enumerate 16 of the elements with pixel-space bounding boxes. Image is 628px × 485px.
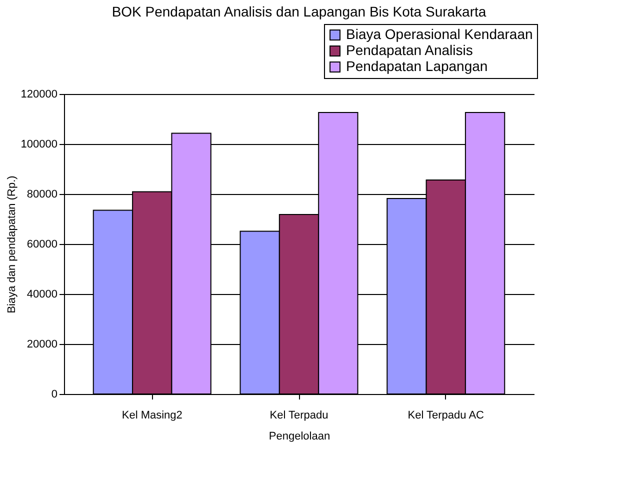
- x-axis-title: Pengelolaan: [268, 430, 330, 442]
- x-tick-label: Kel Terpadu AC: [408, 410, 484, 422]
- y-tick-label: 20000: [26, 338, 58, 350]
- legend-label: Biaya Operasional Kendaraan: [346, 26, 533, 42]
- x-tick-label: Kel Masing2: [122, 410, 182, 422]
- y-tick-label: 120000: [20, 88, 58, 100]
- y-tick-label: 0: [51, 388, 58, 400]
- y-tick-label: 40000: [26, 288, 58, 300]
- x-tick-label: Kel Terpadu: [270, 410, 328, 422]
- legend-label: Pendapatan Analisis: [346, 42, 473, 58]
- chart-title: BOK Pendapatan Analisis dan Lapangan Bis Kota Surakarta: [112, 4, 486, 20]
- y-axis-title: Biaya dan pendapatan (Rp.): [6, 176, 18, 314]
- y-tick-label: 80000: [26, 188, 58, 200]
- y-tick-label: 60000: [26, 238, 58, 250]
- legend-label: Pendapatan Lapangan: [346, 58, 488, 74]
- y-tick-label: 100000: [20, 138, 58, 150]
